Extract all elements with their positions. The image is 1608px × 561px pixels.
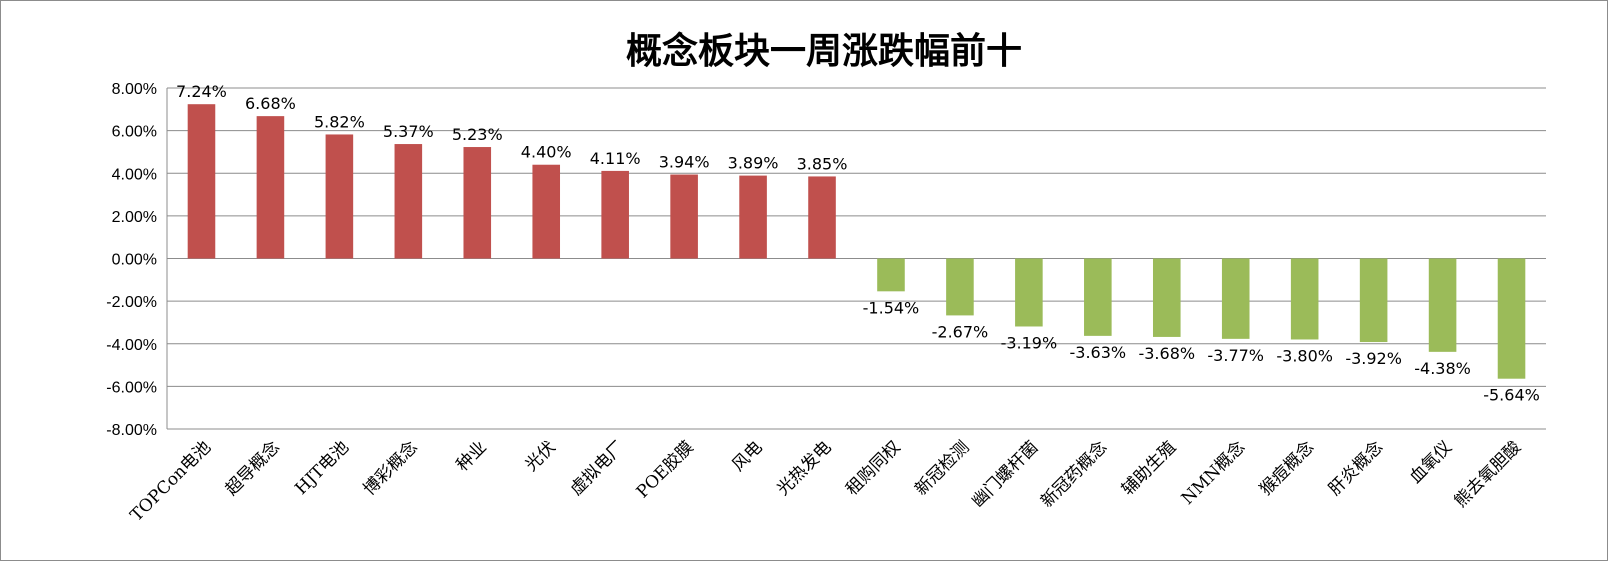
bar [739,175,767,259]
bar [601,170,629,259]
data-label: -3.77% [1207,346,1264,365]
y-tick-label: 2.00% [112,209,157,226]
bar [1290,258,1319,340]
x-tick-label: 光伏 [522,437,560,475]
data-label: -3.92% [1345,349,1402,368]
y-axis-tick-labels: 8.00% 6.00% 4.00% 2.00% 0.00% -2.00% -4.00% -6.… [106,81,157,439]
bar [670,174,698,259]
bar [808,176,836,259]
chart-title: 概念板块一周涨跌幅前十 [626,30,1022,72]
data-label: -3.68% [1138,344,1195,363]
x-tick-label: 超导概念 [221,437,284,500]
x-tick-label: 虚拟电厂 [566,437,628,499]
data-label: -3.80% [1276,346,1333,365]
x-tick-label: 博彩概念 [359,437,422,500]
bar [877,258,905,292]
y-tick-label: -6.00% [106,379,157,396]
bar [1428,258,1457,352]
bar [1359,258,1388,343]
data-label: 5.37% [383,122,434,141]
data-label: -5.64% [1483,386,1540,405]
data-label: 7.24% [176,82,227,101]
data-label: 5.23% [452,125,503,144]
data-labels: 7.24% 6.68% 5.82% 5.37% 5.23% 4.40% 4.11% 3.94%… [176,82,1540,405]
x-tick-label: 风电 [728,437,766,475]
data-label: 3.85% [797,154,848,173]
data-label: 5.82% [314,112,365,131]
y-tick-label: -4.00% [106,337,157,354]
data-label: 6.68% [245,94,296,113]
bar [463,147,492,259]
data-label: 3.94% [659,153,710,172]
bar [187,104,216,259]
x-tick-label: 种业 [453,437,491,475]
x-tick-label: 猴痘概念 [1255,437,1318,500]
x-tick-label: NMN概念 [1177,437,1249,509]
bar [325,134,354,259]
x-tick-label: TOPCon电池 [127,437,215,525]
bar [1152,258,1181,337]
data-label: -4.38% [1414,359,1471,378]
data-label: -3.63% [1070,343,1127,362]
x-tick-label: HJT电池 [291,437,353,499]
y-tick-label: -2.00% [106,294,157,311]
y-tick-label: 0.00% [112,252,157,269]
x-tick-label: 新冠检测 [911,437,973,499]
x-tick-label: 租购同权 [842,437,904,499]
x-tick-label: 辅助生殖 [1118,437,1180,499]
y-tick-label: 8.00% [112,81,157,98]
bars [187,104,1526,379]
y-tick-label: 6.00% [112,124,157,141]
bar [532,164,561,259]
data-label: 3.89% [728,154,779,173]
data-label: -3.19% [1001,333,1058,352]
bar [256,116,285,259]
gridlines [167,87,1546,430]
x-tick-label: 血氧仪 [1406,437,1456,487]
bar [394,144,423,259]
data-label: 4.40% [521,143,572,162]
bar [1497,258,1526,379]
x-tick-label: POE胶膜 [633,437,698,502]
x-tick-label: 新冠药概念 [1036,437,1111,512]
data-label: -1.54% [863,298,920,317]
bar [946,258,974,316]
x-axis-tick-labels: TOPCon电池 超导概念 HJT电池 博彩概念 种业 光伏 虚拟电厂 POE胶膜 风电 光热发电… [127,437,1525,526]
x-tick-label: 光热发电 [773,437,835,499]
y-tick-label: -8.00% [106,422,157,439]
x-tick-label: 幽门螺杆菌 [968,437,1042,511]
data-label: -2.67% [932,322,989,341]
bar [1084,258,1112,336]
data-label: 4.11% [590,149,641,168]
x-tick-label: 熊去氧胆酸 [1451,437,1525,511]
x-tick-label: 肝炎概念 [1324,437,1387,500]
bar [1221,258,1250,339]
bar [1015,258,1043,327]
y-tick-label: 4.00% [112,166,157,183]
